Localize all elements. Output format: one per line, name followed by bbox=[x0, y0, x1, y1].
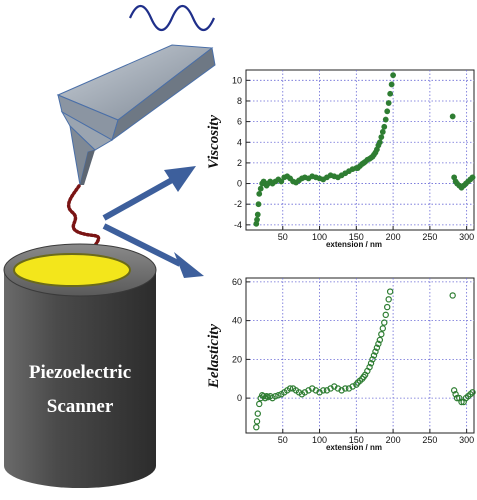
viscosity-y-tick-label: 6 bbox=[237, 117, 242, 127]
elasticity-data-point bbox=[275, 392, 282, 399]
viscosity-data-point bbox=[449, 113, 456, 120]
viscosity-data-point bbox=[254, 211, 261, 218]
elasticity-data-point bbox=[386, 288, 394, 295]
viscosity-data-point bbox=[378, 134, 385, 140]
viscosity-x-tick-label: 200 bbox=[386, 232, 401, 242]
elasticity-data-point bbox=[342, 385, 349, 392]
viscosity-y-tick-label: 2 bbox=[237, 158, 242, 168]
elasticity-y-tick-label: 60 bbox=[232, 277, 242, 287]
elasticity-data-point bbox=[286, 385, 294, 392]
scanner-label-line1: Piezoelectric bbox=[29, 362, 131, 383]
elasticity-x-tick-label: 50 bbox=[278, 435, 288, 445]
elasticity-data-point bbox=[469, 389, 476, 396]
viscosity-x-tick-label: 150 bbox=[349, 232, 364, 242]
viscosity-data-point bbox=[254, 216, 260, 223]
elasticity-data-point bbox=[373, 344, 381, 351]
elasticity-data-point bbox=[375, 340, 382, 348]
viscosity-data-point bbox=[390, 72, 396, 79]
elasticity-data-point bbox=[453, 394, 461, 402]
elasticity-data-point bbox=[452, 391, 459, 398]
elasticity-data-point bbox=[376, 336, 384, 344]
elasticity-data-point bbox=[458, 398, 465, 406]
elasticity-data-point bbox=[253, 418, 261, 425]
elasticity-data-point bbox=[385, 296, 392, 303]
viscosity-y-tick-label: 4 bbox=[237, 137, 242, 147]
elasticity-x-tick-label: 200 bbox=[386, 435, 401, 445]
elasticity-chart: Eelasticity extension / nm 50 100 150 200 25… bbox=[206, 277, 476, 452]
elasticity-plot-frame bbox=[245, 277, 475, 434]
viscosity-x-tick-label: 250 bbox=[422, 232, 437, 242]
elasticity-data-point bbox=[378, 330, 385, 338]
arrow-to-elasticity bbox=[102, 223, 204, 278]
elasticity-y-tick-label: 20 bbox=[232, 354, 242, 364]
elasticity-x-tick-label: 150 bbox=[349, 435, 364, 445]
elasticity-data-point bbox=[449, 292, 456, 299]
elasticity-data-point bbox=[369, 356, 376, 363]
viscosity-chart: Viscosity extension / nm 50 100 150 200 250 3… bbox=[206, 69, 476, 249]
viscosity-data-point bbox=[469, 174, 476, 181]
viscosity-y-label: Viscosity bbox=[206, 115, 222, 170]
viscosity-y-tick-label: 0 bbox=[237, 179, 242, 189]
elasticity-x-tick-label: 100 bbox=[312, 435, 327, 445]
elasticity-y-tick-label: 40 bbox=[232, 316, 242, 326]
elasticity-data-point bbox=[272, 392, 279, 400]
elasticity-y-label: Eelasticity bbox=[206, 324, 222, 389]
viscosity-data-point bbox=[278, 178, 285, 185]
scanner-label-line2: Scanner bbox=[47, 396, 114, 417]
elasticity-x-tick-label: 250 bbox=[422, 435, 437, 445]
elasticity-data-point bbox=[367, 360, 375, 367]
viscosity-x-tick-label: 300 bbox=[459, 232, 474, 242]
viscosity-data-point bbox=[381, 123, 388, 130]
viscosity-x-tick-label: 100 bbox=[312, 232, 327, 242]
arrow-to-viscosity bbox=[102, 166, 196, 221]
elasticity-data-point bbox=[381, 319, 388, 326]
viscosity-data-point bbox=[257, 185, 264, 192]
elasticity-y-tick-label: 0 bbox=[237, 393, 242, 403]
viscosity-data-point bbox=[388, 81, 395, 88]
elasticity-data-point bbox=[254, 410, 261, 417]
viscosity-data-point bbox=[255, 201, 262, 208]
cantilever bbox=[56, 44, 216, 186]
elasticity-data-point bbox=[370, 352, 378, 359]
elasticity-data-point bbox=[450, 387, 458, 394]
viscosity-plot-frame bbox=[245, 69, 475, 231]
viscosity-data-point bbox=[379, 129, 386, 135]
elasticity-data-point bbox=[253, 423, 260, 431]
viscosity-x-label: extension / nm bbox=[326, 240, 382, 249]
viscosity-data-point bbox=[382, 116, 389, 123]
viscosity-y-tick-label: -4 bbox=[234, 220, 242, 230]
viscosity-y-tick-label: 10 bbox=[232, 75, 242, 85]
elasticity-x-tick-label: 300 bbox=[459, 435, 474, 445]
elasticity-x-label: extension / nm bbox=[326, 443, 382, 452]
viscosity-data-point bbox=[376, 139, 383, 146]
elasticity-data-point bbox=[382, 311, 389, 319]
elasticity-data-point bbox=[366, 363, 373, 371]
elasticity-data-point bbox=[320, 387, 327, 394]
elasticity-data-point bbox=[379, 325, 386, 332]
elasticity-data-point bbox=[256, 400, 263, 408]
viscosity-data-point bbox=[387, 90, 394, 97]
sample-disc bbox=[13, 253, 131, 287]
viscosity-data-point bbox=[256, 190, 263, 197]
viscosity-data-point bbox=[385, 100, 392, 106]
viscosity-x-tick-label: 50 bbox=[278, 232, 288, 242]
viscosity-y-tick-label: 8 bbox=[237, 96, 242, 106]
piezo-scanner: Piezoelectric Scanner bbox=[3, 243, 157, 488]
viscosity-data-point bbox=[384, 108, 391, 115]
viscosity-y-tick-label: -2 bbox=[234, 199, 242, 209]
elasticity-data-point bbox=[372, 348, 379, 355]
elasticity-data-point bbox=[384, 303, 391, 311]
sine-wave-icon bbox=[128, 4, 216, 32]
